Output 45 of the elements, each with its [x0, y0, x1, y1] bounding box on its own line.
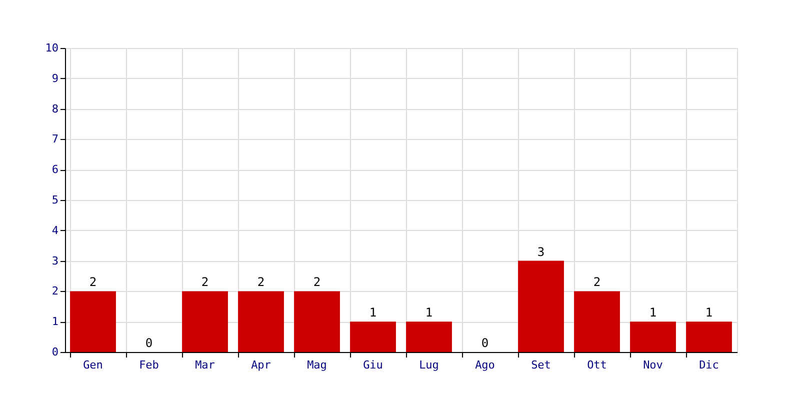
- x-tick-label: Apr: [251, 358, 272, 372]
- data-label: 2: [89, 275, 97, 290]
- y-tick-label: 7: [52, 132, 58, 146]
- x-tick-label: Lug: [419, 358, 439, 372]
- data-label: 1: [705, 306, 713, 320]
- x-tick-label: Set: [531, 358, 551, 372]
- data-label: 0: [481, 336, 489, 350]
- bar: [350, 322, 396, 352]
- bar: [182, 291, 228, 352]
- bar: [574, 291, 620, 352]
- y-tick-label: 10: [45, 42, 58, 54]
- y-tick-label: 2: [52, 284, 58, 298]
- x-tick-label: Mar: [195, 358, 216, 372]
- data-label: 2: [313, 275, 321, 290]
- y-tick-label: 4: [52, 224, 59, 237]
- x-tick-label: Dic: [699, 358, 719, 372]
- bar: [518, 260, 564, 352]
- x-tick-label: Ago: [475, 358, 495, 372]
- bar: [630, 322, 676, 352]
- bar: [406, 322, 452, 352]
- y-tick-label: 5: [52, 194, 58, 206]
- bar: [238, 291, 284, 352]
- y-tick-label: 3: [52, 254, 58, 268]
- bar: [686, 322, 732, 352]
- data-label: 1: [369, 306, 377, 320]
- bar: [70, 291, 116, 352]
- y-tick-label: 0: [52, 346, 58, 358]
- x-tick-label: Giu: [363, 358, 383, 372]
- y-tick-label: 9: [52, 72, 58, 85]
- data-label: 1: [425, 306, 433, 320]
- y-tick-label: 8: [52, 102, 58, 116]
- x-tick-label: Feb: [139, 358, 159, 372]
- bar: [294, 291, 340, 352]
- data-label: 2: [593, 275, 601, 290]
- y-tick-label: 6: [52, 163, 58, 176]
- data-label: 1: [649, 306, 657, 320]
- data-label: 2: [257, 275, 265, 290]
- x-tick-label: Nov: [643, 358, 664, 372]
- x-tick-label: Ott: [587, 358, 607, 372]
- y-tick-label: 1: [52, 315, 58, 328]
- x-tick-label: Mag: [307, 358, 327, 372]
- data-label: 3: [537, 244, 545, 259]
- data-label: 2: [201, 275, 209, 290]
- x-tick-label: Gen: [83, 358, 103, 372]
- data-label: 0: [145, 336, 153, 350]
